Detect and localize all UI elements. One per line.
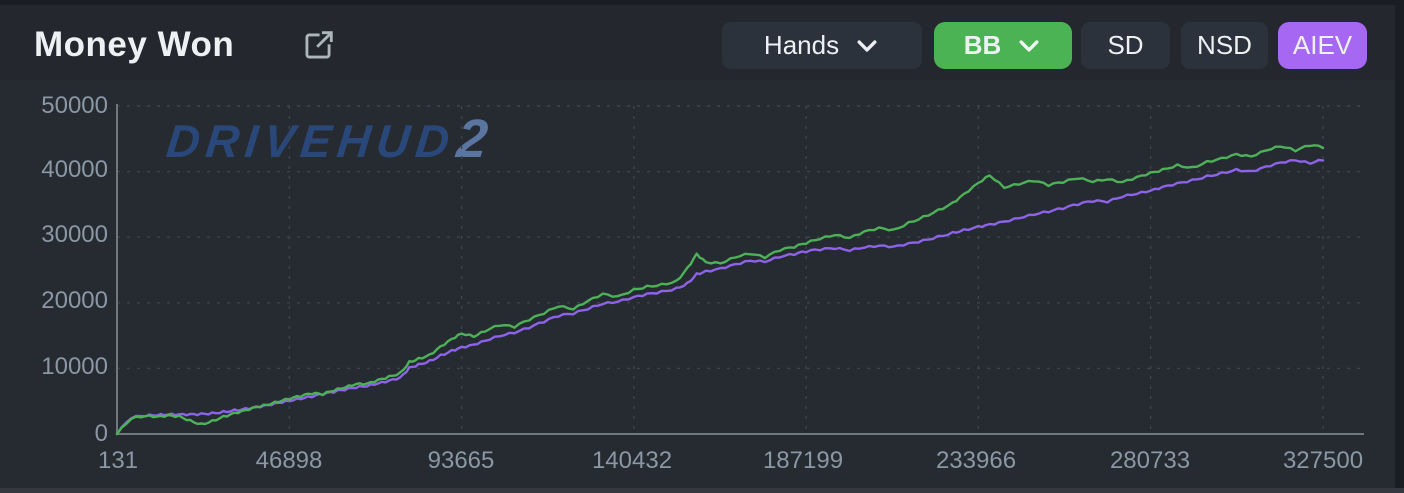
- page-title: Money Won: [34, 25, 235, 64]
- chevron-down-icon: [1019, 39, 1039, 52]
- x-axis-tick-label: 140432: [591, 447, 673, 474]
- x-axis-tick-label: 280733: [1109, 447, 1191, 474]
- x-axis-tick-label: 93665: [427, 447, 495, 474]
- aiev-line: [115, 158, 1325, 436]
- screen-edge-right: [1395, 0, 1404, 493]
- y-axis-tick-label: 0: [94, 420, 108, 447]
- screen-edge-bottom: [0, 488, 1404, 493]
- x-axis-tick-label: 233966: [935, 447, 1017, 474]
- x-axis-tick-label: 46898: [255, 447, 323, 474]
- chevron-down-icon: [857, 39, 877, 52]
- y-axis-tick-label: 30000: [41, 221, 108, 248]
- bb-dropdown[interactable]: BB: [934, 22, 1072, 69]
- bb-line: [115, 144, 1325, 436]
- hands-dropdown[interactable]: Hands: [722, 22, 922, 69]
- expand-chart-button[interactable]: [299, 27, 337, 65]
- bb-dropdown-label: BB: [963, 30, 1002, 60]
- sd-toggle-button[interactable]: SD: [1081, 22, 1170, 69]
- screen-edge-top: [0, 0, 1404, 5]
- y-axis-tick-label: 10000: [41, 353, 108, 380]
- open-in-new-icon: [305, 31, 333, 59]
- x-axis-tick-label: 131: [97, 447, 139, 474]
- x-axis-tick-label: 187199: [762, 447, 844, 474]
- aiev-toggle-button[interactable]: AIEV: [1278, 22, 1367, 69]
- x-axis-tick-label: 327500: [1282, 447, 1364, 474]
- aiev-button-label: AIEV: [1292, 30, 1353, 60]
- y-axis-tick-label: 20000: [41, 287, 108, 314]
- nsd-button-label: NSD: [1197, 30, 1252, 60]
- nsd-toggle-button[interactable]: NSD: [1181, 22, 1268, 69]
- hands-dropdown-label: Hands: [763, 30, 840, 60]
- y-axis-tick-label: 50000: [41, 92, 108, 119]
- y-axis-tick-label: 40000: [41, 156, 108, 183]
- chart-background: [0, 80, 1404, 493]
- sd-button-label: SD: [1107, 30, 1144, 60]
